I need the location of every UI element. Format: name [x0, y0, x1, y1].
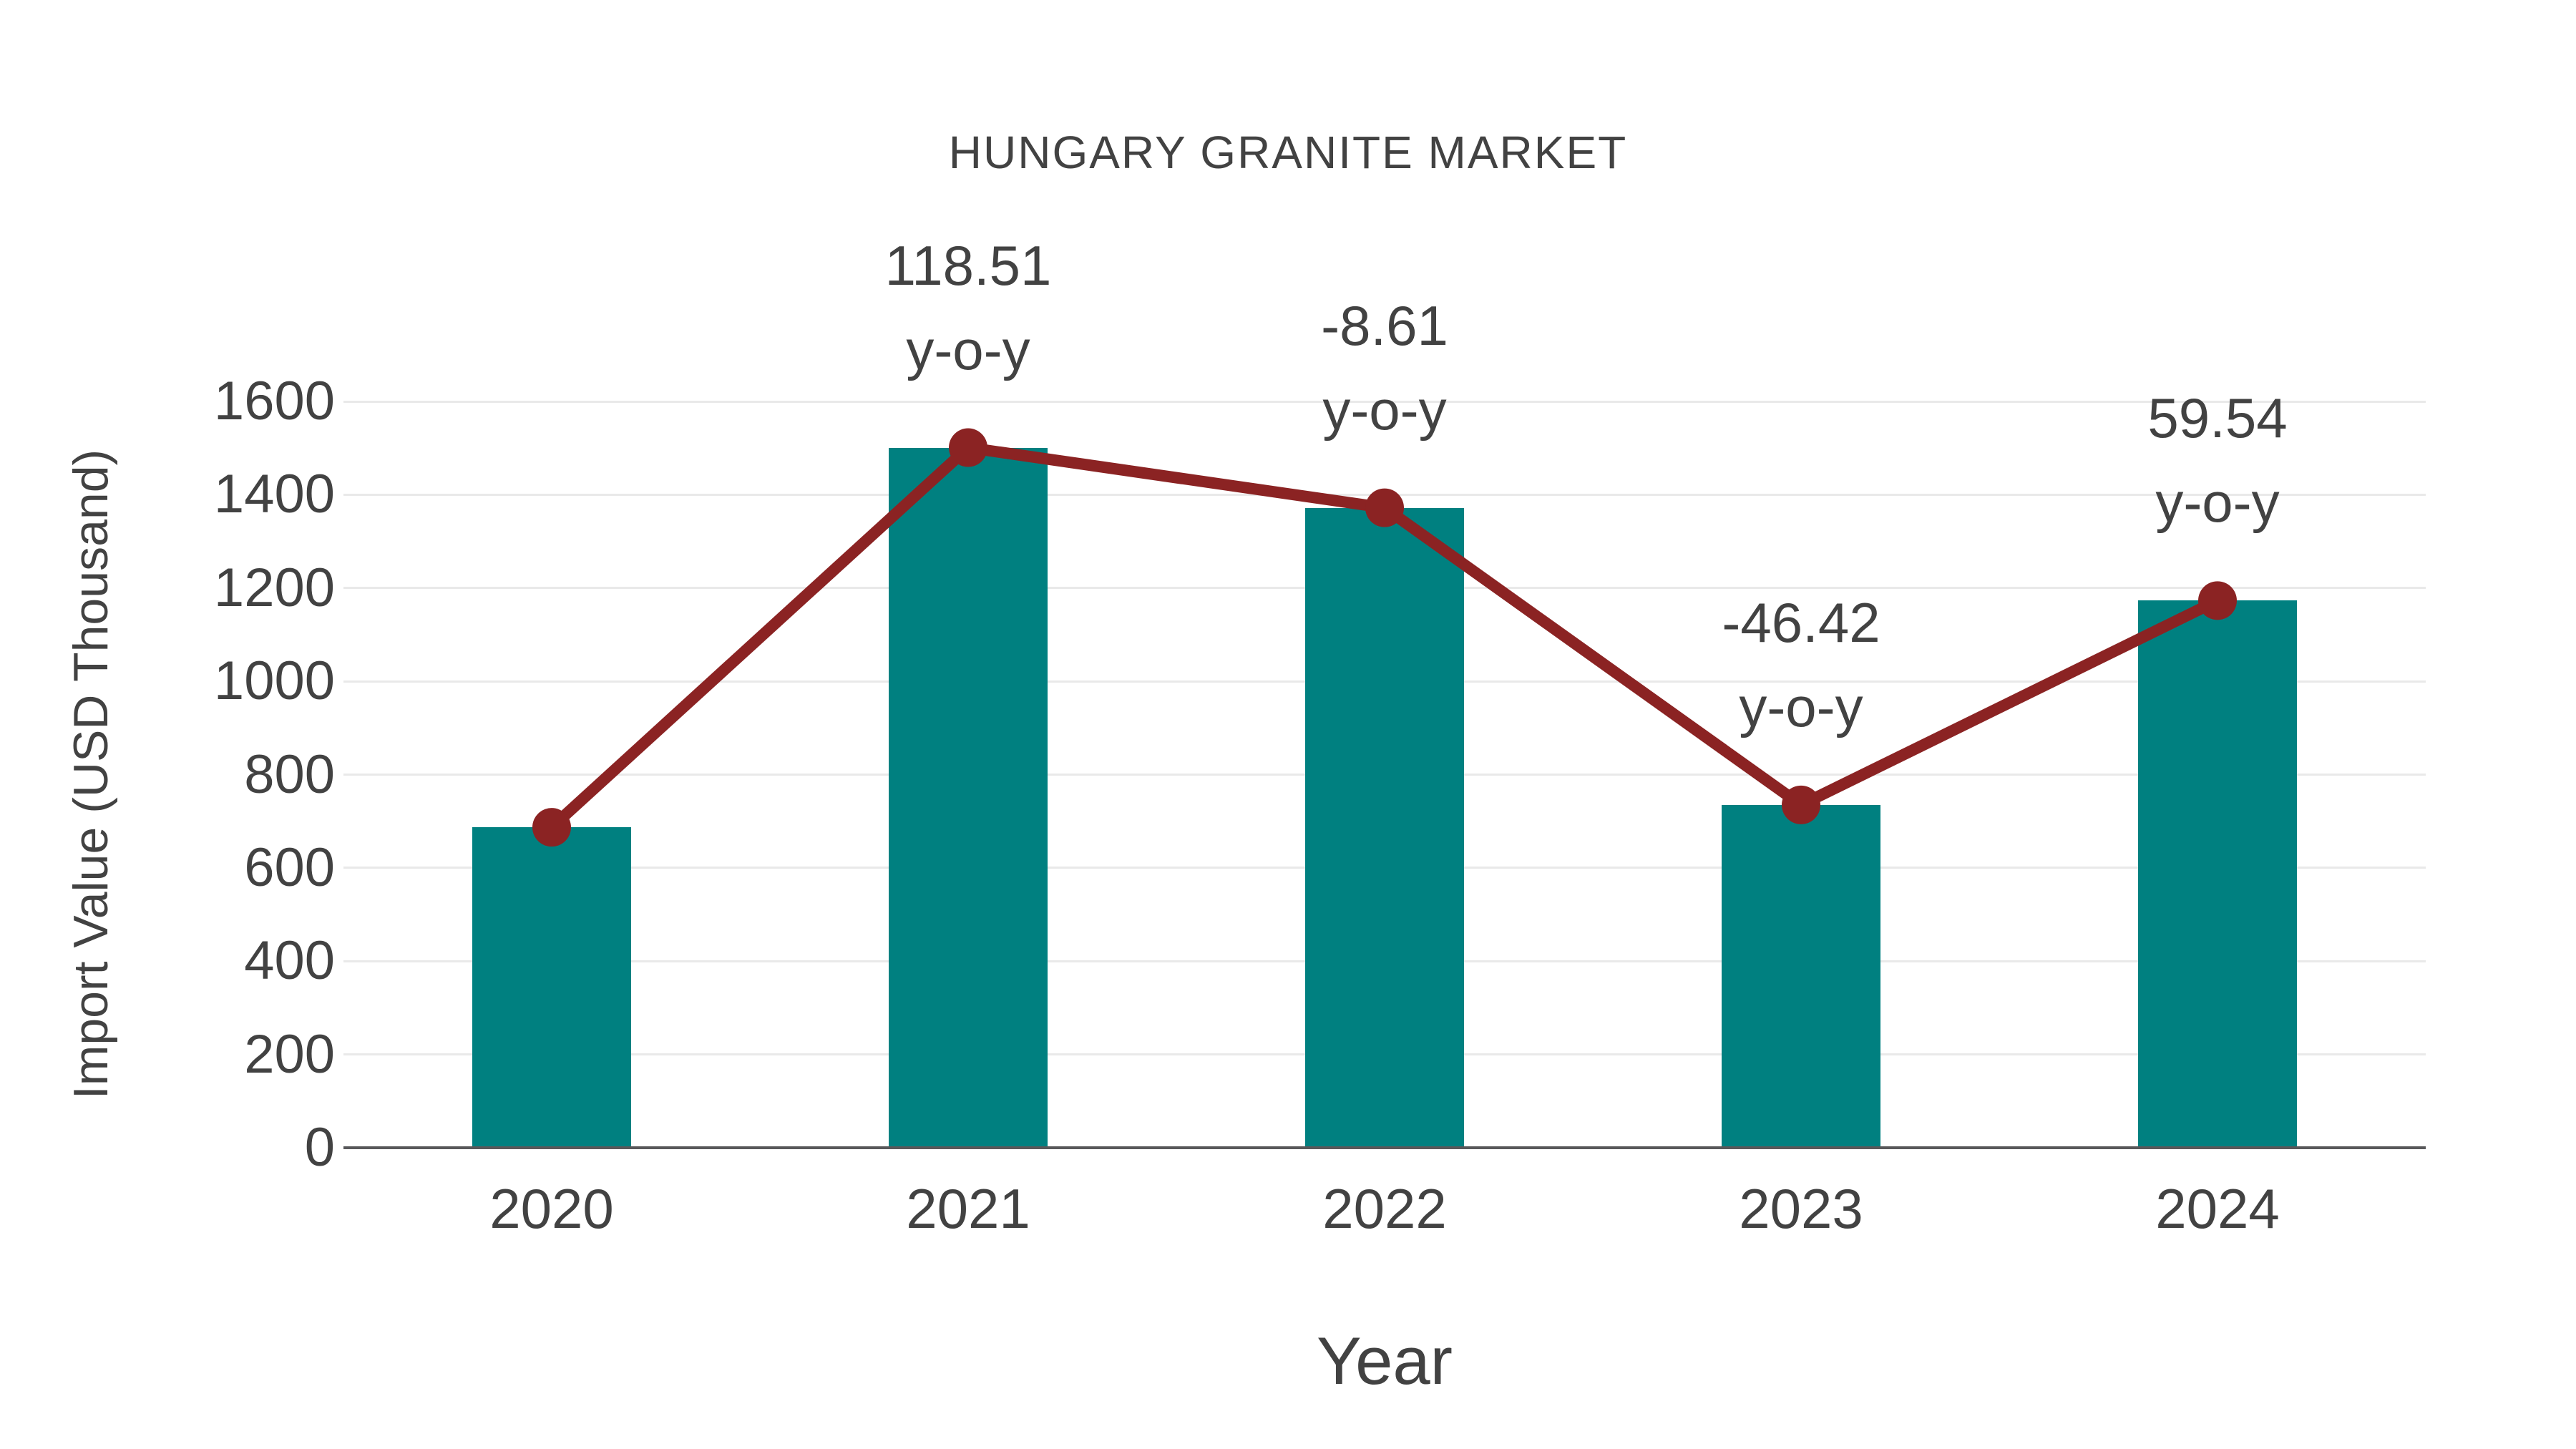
bar-2020 [472, 827, 631, 1148]
bar-2022 [1305, 507, 1464, 1148]
y-tick-label: 400 [244, 930, 335, 992]
y-tick-label: 600 [244, 836, 335, 898]
yoy-value: -8.61 [1321, 293, 1448, 357]
yoy-value: -46.42 [1722, 590, 1880, 654]
data-point-marker-2024 [2198, 581, 2237, 620]
x-tick-label-2023: 2023 [1739, 1177, 1863, 1240]
yoy-suffix: y-o-y [1322, 378, 1447, 441]
y-tick-label: 1400 [213, 464, 335, 525]
y-tick-label: 200 [244, 1023, 335, 1085]
yoy-annotation-2022: -8.61 y-o-y [1321, 283, 1448, 452]
y-tick-label: 1600 [213, 371, 335, 431]
gridline [343, 400, 2426, 403]
yoy-suffix: y-o-y [906, 318, 1030, 381]
bar-2021 [889, 447, 1048, 1148]
y-tick-label: 800 [244, 743, 335, 805]
bar-2023 [1722, 804, 1880, 1148]
x-axis-label: Year [1317, 1323, 1453, 1398]
bar-2024 [2138, 600, 2297, 1148]
chart-title: HUNGARY GRANITE MARKET [948, 127, 1628, 178]
x-tick-label-2020: 2020 [489, 1177, 614, 1240]
y-tick-label: 1200 [213, 557, 335, 618]
x-tick-label-2024: 2024 [2155, 1177, 2280, 1240]
x-axis-line [343, 1146, 2426, 1149]
yoy-annotation-2021: 118.51 y-o-y [885, 223, 1052, 392]
data-point-marker-2023 [1782, 785, 1820, 824]
yoy-value: 118.51 [884, 233, 1052, 297]
yoy-value: 59.54 [2147, 386, 2288, 450]
yoy-annotation-2023: -46.42 y-o-y [1722, 580, 1880, 749]
x-tick-label-2021: 2021 [906, 1177, 1030, 1240]
yoy-suffix: y-o-y [2155, 471, 2280, 535]
data-point-marker-2020 [532, 808, 571, 847]
y-tick-label: 0 [304, 1117, 335, 1178]
y-tick-label: 1000 [213, 650, 335, 712]
yoy-annotation-2024: 59.54 y-o-y [2147, 376, 2287, 545]
x-tick-label-2022: 2022 [1322, 1177, 1447, 1240]
yoy-suffix: y-o-y [1739, 675, 1863, 738]
data-point-marker-2022 [1365, 488, 1404, 527]
data-point-marker-2021 [949, 428, 987, 467]
